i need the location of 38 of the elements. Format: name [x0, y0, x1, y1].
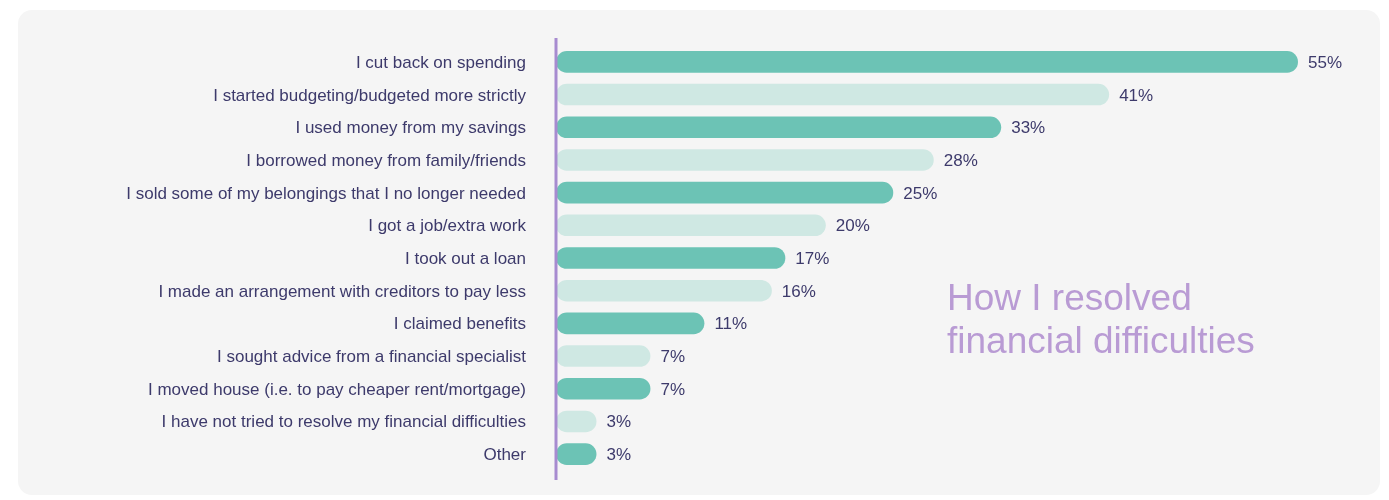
y-tick-label: I cut back on spending	[355, 52, 526, 72]
data-label: 3%	[606, 412, 632, 432]
y-tick-label: Other	[483, 445, 527, 465]
data-label: 3%	[606, 445, 632, 465]
data-label: 17%	[795, 248, 830, 268]
bar	[556, 247, 786, 269]
data-label: 20%	[835, 216, 870, 236]
data-label: 41%	[1119, 85, 1154, 105]
bar	[556, 214, 826, 237]
y-tick-label: I sought advice from a financial specialist	[217, 347, 527, 366]
bar	[556, 279, 772, 302]
y-tick-label: I have not tried to resolve my financial difficulties	[161, 412, 526, 432]
bar	[556, 149, 934, 171]
data-label: 7%	[660, 347, 686, 366]
bar	[556, 181, 894, 204]
y-tick-label: I sold some of my belongings that I no longer needed	[126, 183, 526, 203]
bar	[556, 345, 651, 367]
data-label: 11%	[714, 314, 748, 334]
bar	[556, 116, 1002, 139]
y-tick-label: I borrowed money from family/friends	[246, 150, 526, 170]
bar	[556, 312, 705, 335]
y-tick-label: I used money from my savings	[295, 118, 526, 138]
bar	[556, 51, 1298, 73]
y-tick-label: I made an arrangement with creditors to pay less	[158, 281, 526, 301]
data-label: 55%	[1308, 52, 1343, 72]
y-tick-label: I claimed benefits	[393, 314, 526, 334]
y-tick-label: I got a job/extra work	[368, 216, 527, 236]
data-label: 16%	[781, 281, 816, 301]
bar	[556, 83, 1110, 106]
bar	[556, 377, 651, 400]
data-label: 33%	[1011, 118, 1046, 138]
data-label: 7%	[660, 379, 686, 399]
data-label: 28%	[943, 150, 978, 170]
y-tick-label: I started budgeting/budgeted more strictly	[213, 85, 527, 105]
text: How I resolved financial difficulties	[947, 277, 1255, 361]
data-label: 25%	[903, 183, 938, 203]
y-tick-label: I took out a loan	[405, 248, 526, 268]
y-tick-label: I moved house (i.e. to pay cheaper rent/mortgage)	[148, 379, 526, 399]
